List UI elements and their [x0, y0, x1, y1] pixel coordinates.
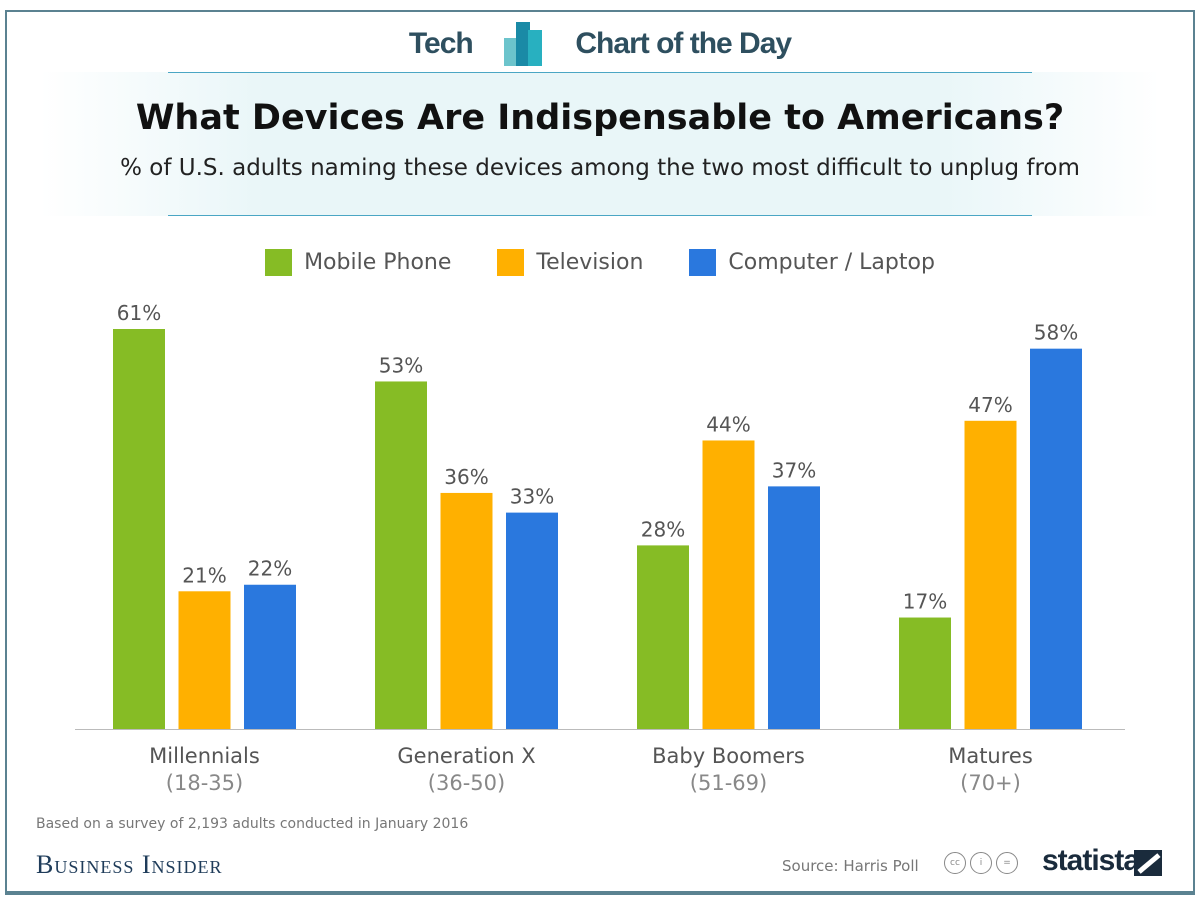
- bar: [1030, 348, 1082, 729]
- bar: [899, 617, 951, 729]
- bar: [637, 545, 689, 729]
- category-label: Baby Boomers: [652, 744, 805, 768]
- bar: [506, 512, 558, 729]
- brand-header: Tech Chart of the Day: [0, 22, 1200, 66]
- data-label: 21%: [182, 563, 226, 587]
- bar: [964, 420, 1017, 729]
- legend-item-tv: Television: [497, 249, 643, 276]
- legend-item-mobile: Mobile Phone: [265, 249, 451, 276]
- legend-swatch: [265, 249, 293, 276]
- survey-note: Based on a survey of 2,193 adults conduc…: [36, 816, 469, 832]
- data-label: 36%: [444, 465, 488, 489]
- data-label: 53%: [379, 353, 423, 377]
- legend-label: Computer / Laptop: [728, 250, 935, 275]
- statista-logo-icon: [1134, 850, 1162, 876]
- category-label: Matures: [948, 744, 1033, 768]
- bar: [113, 329, 165, 729]
- no-derivatives-icon: =: [996, 852, 1018, 874]
- bar: [702, 440, 755, 729]
- category-sublabel: (51-69): [690, 771, 767, 795]
- category-sublabel: (36-50): [428, 771, 505, 795]
- title-rule-bottom: [168, 215, 1032, 216]
- bar: [178, 591, 231, 729]
- brand-tech: Tech: [408, 27, 474, 60]
- chart-frame: [5, 10, 1195, 895]
- data-label: 61%: [117, 301, 161, 325]
- category-label: Millennials: [149, 744, 260, 768]
- cc-icon: cc: [944, 852, 966, 874]
- chart-subtitle: % of U.S. adults naming these devices am…: [120, 155, 1080, 181]
- data-label: 22%: [248, 557, 292, 581]
- title-rule-top: [168, 72, 1032, 73]
- source-text: Source: Harris Poll: [782, 857, 919, 875]
- data-label: 33%: [510, 485, 554, 509]
- data-label: 44%: [706, 412, 750, 436]
- attribution-icon: i: [970, 852, 992, 874]
- data-label: 47%: [968, 393, 1012, 417]
- chart-of-the-day-logo-icon: [504, 22, 544, 66]
- legend: Mobile Phone Television Computer / Lapto…: [0, 249, 1200, 276]
- legend-swatch: [497, 249, 525, 276]
- bar: [440, 492, 493, 729]
- business-insider-logo: Business Insider: [36, 850, 223, 879]
- data-label: 17%: [903, 590, 947, 614]
- statista-logo: statista: [1042, 844, 1140, 877]
- category-sublabel: (70+): [960, 771, 1021, 795]
- title-band: [40, 72, 1160, 216]
- bar: [768, 486, 820, 729]
- creative-commons-icons: cc i =: [944, 852, 1018, 874]
- legend-label: Mobile Phone: [304, 250, 452, 275]
- category-sublabel: (18-35): [166, 771, 243, 795]
- legend-label: Television: [536, 250, 644, 275]
- bar: [375, 381, 427, 729]
- data-label: 58%: [1034, 321, 1078, 345]
- legend-item-computer: Computer / Laptop: [689, 249, 935, 276]
- chart-title: What Devices Are Indispensable to Americ…: [135, 98, 1065, 138]
- data-label: 37%: [772, 458, 816, 482]
- category-label: Generation X: [397, 744, 535, 768]
- bar: [244, 584, 296, 729]
- brand-chart-of-the-day: Chart of the Day: [575, 27, 792, 60]
- legend-swatch: [689, 249, 717, 276]
- data-label: 28%: [641, 517, 685, 541]
